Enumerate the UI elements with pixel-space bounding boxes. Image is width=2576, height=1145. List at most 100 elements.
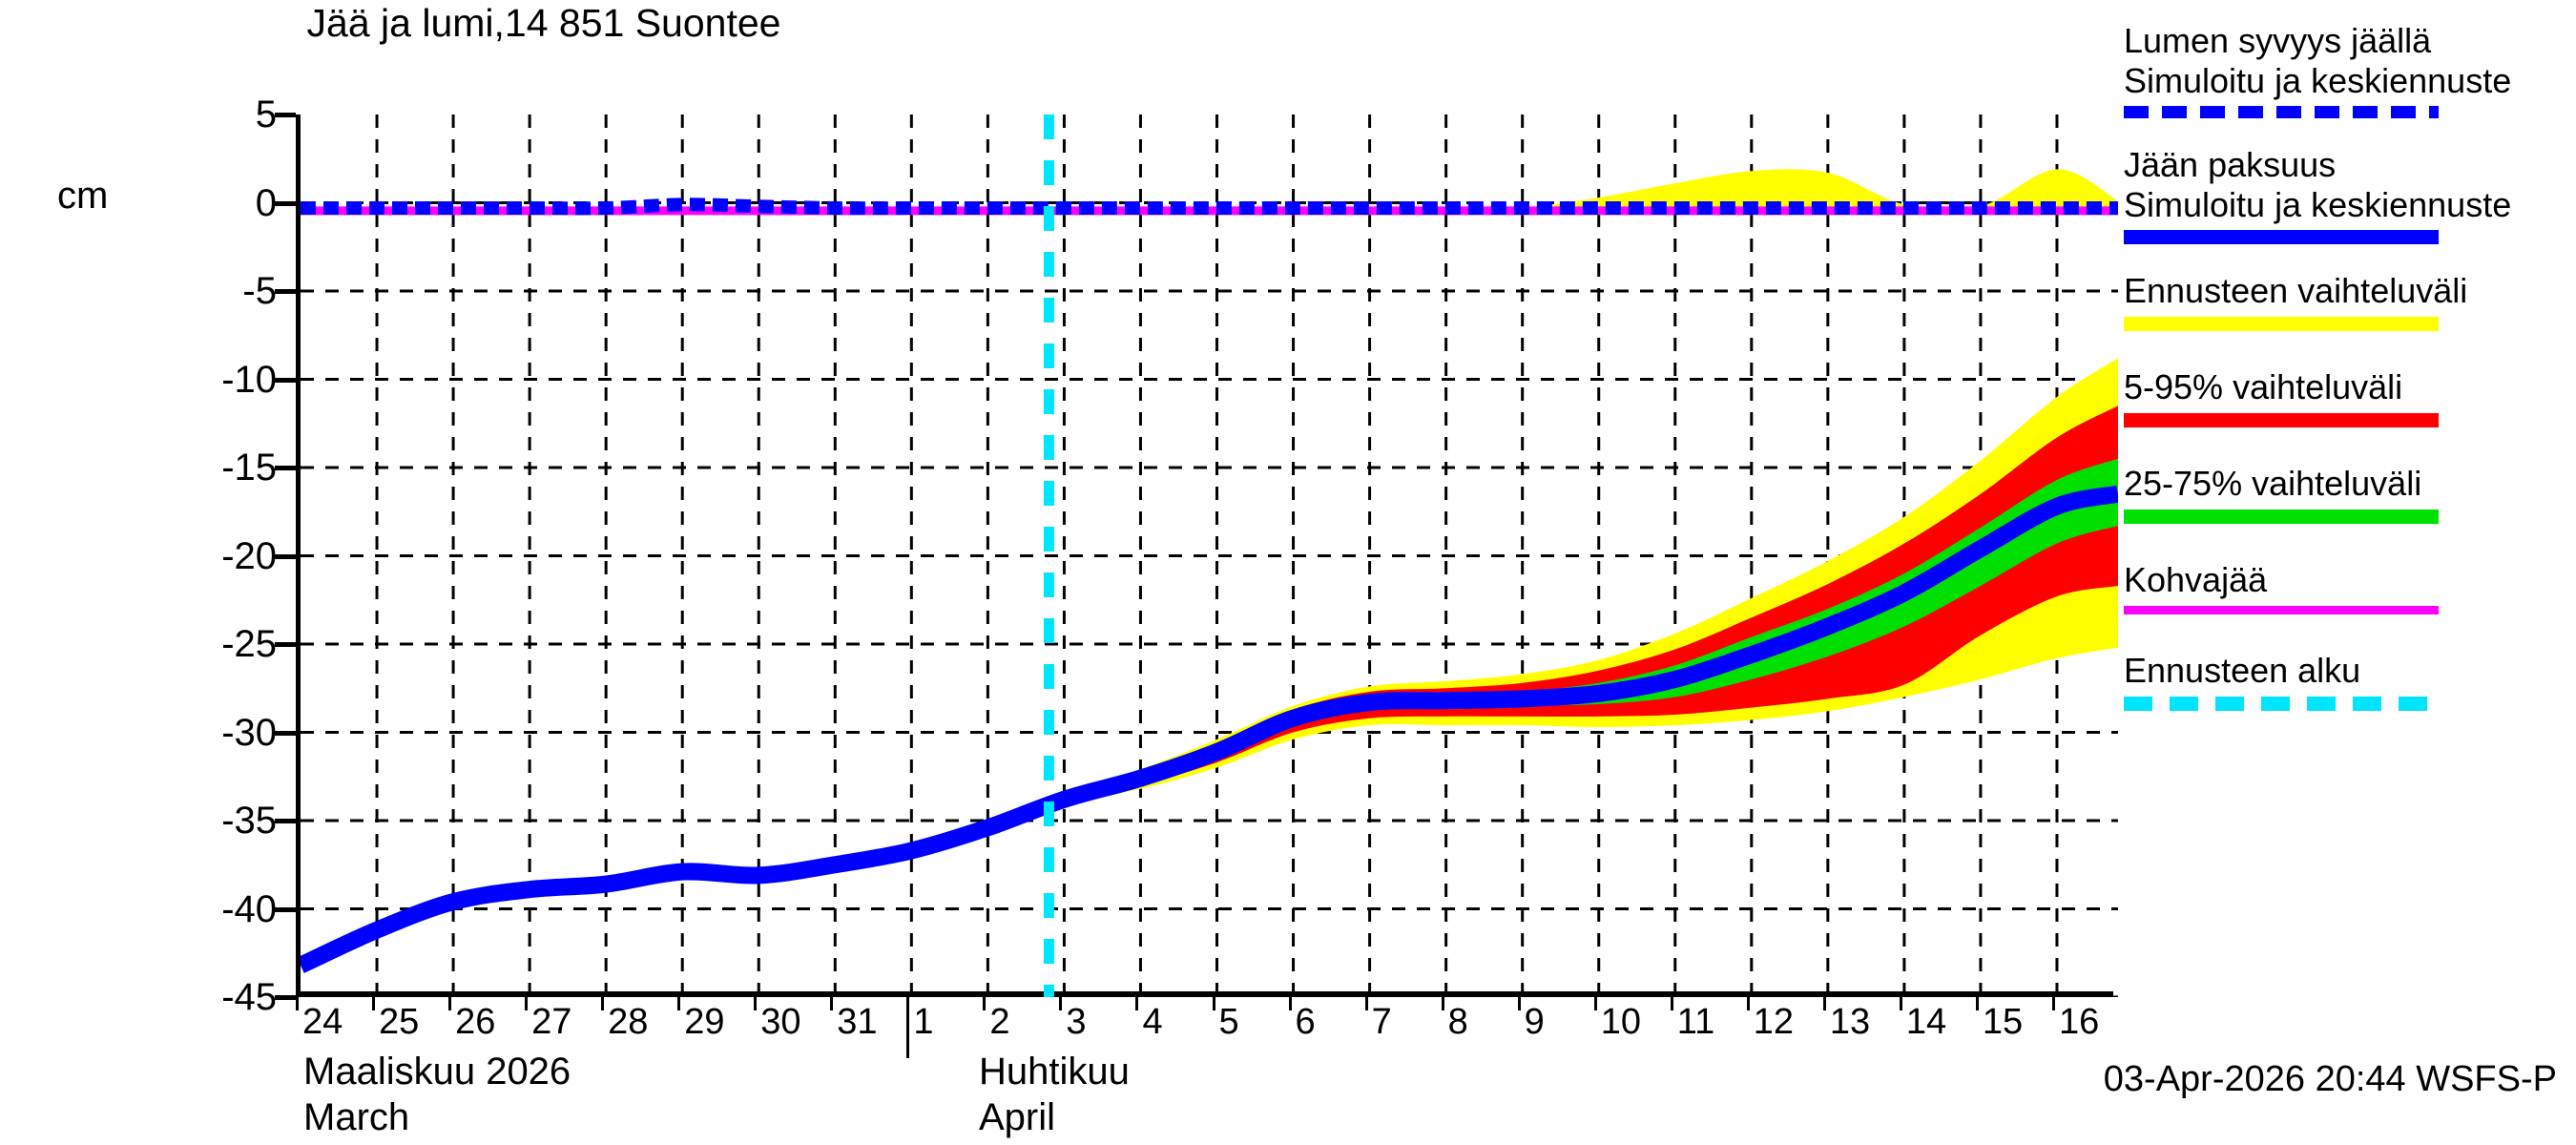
y-tick-mark xyxy=(275,906,296,912)
legend-title: Ennusteen vaihteluväli xyxy=(2124,271,2468,310)
gridlines xyxy=(301,114,2118,997)
legend-item-range-5-95[interactable]: 5-95% vaihteluväli xyxy=(2124,367,2572,454)
y-tick-mark xyxy=(275,200,296,206)
y-tick-label: -10 xyxy=(221,358,277,401)
x-tick-mark xyxy=(1364,997,1368,1010)
y-tick-label: -15 xyxy=(221,447,277,489)
x-tick-label: 11 xyxy=(1676,1002,1715,1042)
x-tick-label: 14 xyxy=(1905,1002,1947,1042)
chart-canvas xyxy=(301,114,2118,997)
legend-spacer xyxy=(2124,524,2572,551)
x-tick-mark xyxy=(2051,997,2055,1010)
y-tick-label: -20 xyxy=(221,534,277,577)
uncertainty-bands xyxy=(301,169,2118,803)
x-tick-mark xyxy=(601,997,605,1010)
x-tick-label: 10 xyxy=(1600,1002,1641,1042)
x-tick-label: 25 xyxy=(379,1002,420,1042)
x-tick-label: 5 xyxy=(1218,1002,1239,1042)
footer-timestamp: 03-Apr-2026 20:44 WSFS-P xyxy=(2103,1059,2557,1099)
legend-item-ice-thickness[interactable]: Jään paksuus Simuloitu ja keskiennuste xyxy=(2124,145,2572,261)
x-tick-mark xyxy=(296,997,299,1010)
x-tick-label: 26 xyxy=(455,1002,496,1042)
x-tick-mark xyxy=(906,997,910,1058)
legend-swatch-snow-depth-on-ice xyxy=(2124,106,2439,118)
x-axis-month2-fi: Huhtikuu xyxy=(979,1051,1130,1093)
x-tick-mark xyxy=(1975,997,1979,1010)
x-tick-mark xyxy=(1212,997,1215,1010)
x-tick-mark xyxy=(677,997,681,1010)
x-tick-label: 6 xyxy=(1295,1002,1316,1042)
x-tick-mark xyxy=(1517,997,1521,1010)
legend-swatch-forecast-range xyxy=(2124,317,2439,331)
y-tick-label: 0 xyxy=(255,181,277,224)
legend-subtitle: Simuloitu ja keskiennuste xyxy=(2124,61,2512,100)
legend-spacer xyxy=(2124,331,2572,358)
legend-swatch-ice-thickness xyxy=(2124,230,2439,244)
y-tick-mark xyxy=(275,466,296,470)
x-tick-label: 13 xyxy=(1829,1002,1871,1042)
x-tick-mark xyxy=(754,997,758,1010)
x-tick-mark xyxy=(1288,997,1292,1010)
legend-item-slush-ice[interactable]: Kohvajää xyxy=(2124,560,2572,641)
legend-item-forecast-range[interactable]: Ennusteen vaihteluväli xyxy=(2124,271,2572,358)
y-tick-label: -35 xyxy=(221,800,277,842)
band-snow-forecast-range xyxy=(301,169,2118,210)
x-tick-label: 7 xyxy=(1371,1002,1392,1042)
legend-title: 5-95% vaihteluväli xyxy=(2124,367,2403,406)
x-tick-label: 3 xyxy=(1066,1002,1087,1042)
legend-item-forecast-start[interactable]: Ennusteen alku xyxy=(2124,651,2572,738)
line-ice-thickness xyxy=(301,485,2118,973)
x-tick-mark xyxy=(1059,997,1063,1010)
legend-title: Kohvajää xyxy=(2124,560,2268,599)
legend-item-snow-depth-on-ice[interactable]: Lumen syvyys jäällä Simuloitu ja keskienn… xyxy=(2124,21,2572,135)
y-tick-mark xyxy=(275,730,296,736)
y-tick-mark xyxy=(275,553,296,559)
y-tick-mark xyxy=(275,377,296,383)
x-tick-mark xyxy=(1593,997,1597,1010)
data-lines xyxy=(301,198,2118,973)
legend-swatch-slush-ice xyxy=(2124,606,2439,614)
y-tick-label: -30 xyxy=(221,711,277,754)
x-tick-label: 2 xyxy=(989,1002,1010,1042)
chart-legend: Lumen syvyys jäällä Simuloitu ja keskienn… xyxy=(2124,21,2572,747)
x-tick-label: 29 xyxy=(684,1002,725,1042)
y-tick-label: -25 xyxy=(221,623,277,665)
legend-spacer xyxy=(2124,118,2572,135)
x-tick-label: 30 xyxy=(760,1002,801,1042)
y-tick-label: -40 xyxy=(221,887,277,930)
legend-swatch-range-25-75 xyxy=(2124,510,2439,524)
legend-title: Lumen syvyys jäällä xyxy=(2124,21,2432,60)
legend-spacer xyxy=(2124,427,2572,454)
x-tick-label: 24 xyxy=(302,1002,343,1042)
y-axis-unit: cm xyxy=(57,175,109,217)
legend-title: 25-75% vaihteluväli xyxy=(2124,464,2422,503)
x-tick-mark xyxy=(1822,997,1826,1010)
legend-swatch-range-5-95 xyxy=(2124,413,2439,427)
y-tick-mark xyxy=(275,113,296,117)
y-tick-label: -5 xyxy=(242,270,277,312)
line-snow-depth xyxy=(301,198,2118,216)
y-tick-mark xyxy=(275,289,296,294)
x-tick-label: 4 xyxy=(1142,1002,1163,1042)
y-tick-mark xyxy=(275,819,296,823)
x-tick-mark xyxy=(1746,997,1750,1010)
x-tick-mark xyxy=(1670,997,1673,1010)
y-tick-mark xyxy=(275,642,296,647)
x-tick-label: 28 xyxy=(608,1002,649,1042)
x-tick-mark xyxy=(525,997,529,1010)
x-tick-label: 8 xyxy=(1447,1002,1468,1042)
legend-swatch-forecast-start xyxy=(2124,697,2439,711)
y-tick-label: 5 xyxy=(255,94,277,135)
y-tick-mark xyxy=(275,995,296,1000)
legend-title: Jään paksuus xyxy=(2124,145,2337,184)
x-tick-label: 16 xyxy=(2058,1002,2100,1042)
x-tick-label: 15 xyxy=(1982,1002,2024,1042)
legend-spacer xyxy=(2124,711,2572,738)
x-tick-label: 12 xyxy=(1753,1002,1795,1042)
legend-subtitle: Simuloitu ja keskiennuste xyxy=(2124,185,2512,224)
legend-item-range-25-75[interactable]: 25-75% vaihteluväli xyxy=(2124,464,2572,551)
legend-spacer xyxy=(2124,244,2572,261)
x-tick-label: 1 xyxy=(913,1002,934,1042)
y-tick-label: -45 xyxy=(221,976,277,1018)
x-axis-month1-fi: Maaliskuu 2026 xyxy=(303,1051,571,1093)
